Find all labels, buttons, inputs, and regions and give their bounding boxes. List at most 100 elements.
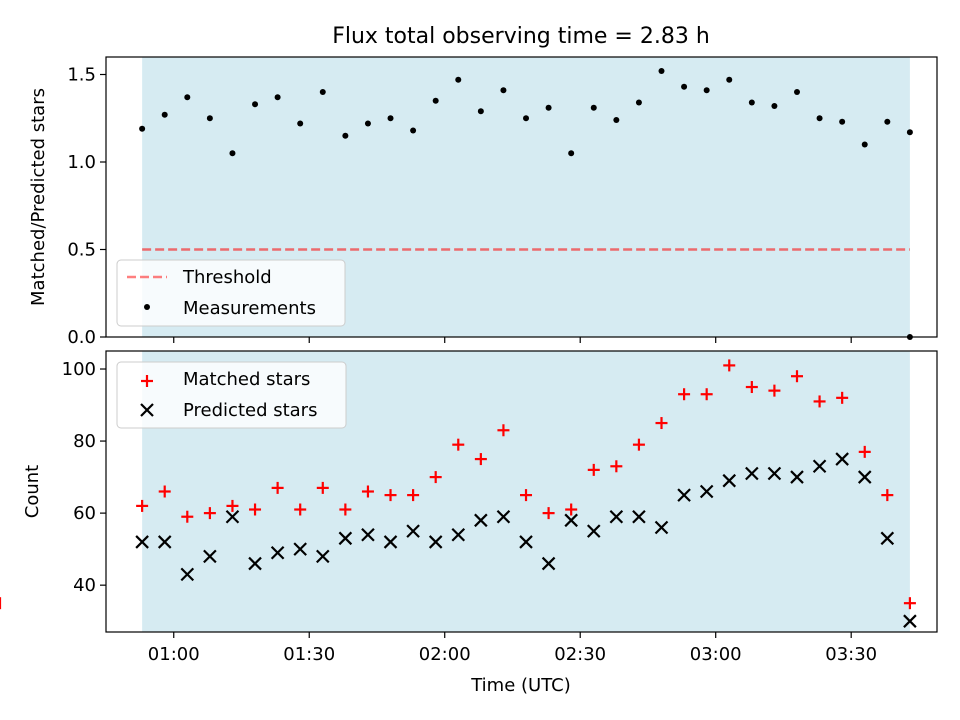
matched-point bbox=[542, 507, 555, 520]
measurement-point bbox=[839, 118, 846, 125]
x-tick-label: 02:30 bbox=[554, 644, 606, 665]
measurement-point bbox=[206, 115, 213, 122]
y-tick-label: 0.5 bbox=[67, 240, 96, 261]
top-panel: 0.0 0.5 1.0 1.5 Matched/Predicted stars Thr… bbox=[28, 56, 938, 348]
matched-point bbox=[497, 424, 510, 437]
x-tick-label: 01:00 bbox=[148, 644, 200, 665]
predicted-point bbox=[699, 484, 714, 499]
matched-stars-points bbox=[0, 359, 916, 610]
matched-point bbox=[316, 481, 329, 494]
matched-point bbox=[203, 507, 216, 520]
predicted-point bbox=[541, 556, 556, 571]
bottom-x-ticks: 01:00 01:30 02:00 02:30 03:00 03:30 bbox=[148, 632, 877, 665]
top-legend-box bbox=[116, 259, 346, 327]
measurement-point bbox=[861, 141, 868, 148]
matched-point bbox=[903, 597, 916, 610]
legend-predicted-label: Predicted stars bbox=[183, 400, 317, 421]
measurement-point bbox=[319, 89, 326, 95]
matched-point bbox=[474, 453, 487, 466]
matched-point bbox=[723, 359, 736, 372]
measurement-point bbox=[500, 87, 507, 94]
x-tick-label: 03:30 bbox=[825, 644, 877, 665]
measurement-point bbox=[568, 150, 575, 157]
measurement-point bbox=[342, 132, 349, 139]
predicted-point bbox=[564, 513, 578, 528]
matched-point bbox=[452, 438, 465, 451]
matched-point bbox=[813, 395, 826, 408]
top-y-axis-label: Matched/Predicted stars bbox=[28, 88, 49, 306]
matched-point bbox=[158, 485, 171, 498]
predicted-point bbox=[677, 488, 691, 502]
predicted-point bbox=[135, 535, 149, 549]
legend-matched-swatch bbox=[141, 375, 153, 387]
predicted-point bbox=[248, 556, 262, 571]
predicted-point bbox=[857, 470, 872, 484]
bottom-y-axis-label: Count bbox=[22, 465, 43, 518]
predicted-point bbox=[519, 535, 533, 549]
predicted-stars-points bbox=[135, 452, 917, 628]
chart-title: Flux total observing time = 2.83 h bbox=[332, 24, 710, 49]
measurement-points bbox=[139, 68, 913, 340]
predicted-point bbox=[722, 473, 737, 488]
predicted-point bbox=[203, 549, 217, 564]
x-tick-label: 01:30 bbox=[283, 644, 335, 665]
measurement-point bbox=[681, 83, 688, 90]
measurement-point bbox=[884, 118, 891, 125]
predicted-point bbox=[496, 509, 511, 524]
measurement-point bbox=[161, 111, 168, 118]
legend-measurements-swatch bbox=[144, 304, 150, 310]
matched-point bbox=[249, 503, 262, 516]
top-plot-frame bbox=[105, 56, 938, 338]
predicted-point bbox=[157, 535, 172, 549]
matched-point bbox=[632, 438, 645, 451]
predicted-point bbox=[654, 520, 669, 535]
predicted-point bbox=[835, 452, 849, 466]
legend-measurements-label: Measurements bbox=[183, 298, 316, 319]
predicted-point bbox=[361, 527, 375, 542]
measurement-point bbox=[590, 104, 597, 111]
matched-point bbox=[655, 417, 668, 430]
matched-point bbox=[700, 388, 713, 401]
predicted-point bbox=[383, 535, 398, 549]
matched-point bbox=[745, 381, 758, 394]
bottom-y-ticks: 40 60 80 100 bbox=[62, 359, 106, 596]
matched-point bbox=[790, 370, 803, 383]
predicted-point bbox=[767, 466, 782, 481]
matched-point bbox=[881, 489, 894, 502]
bottom-panel: 40 60 80 100 01:00 01:30 02:00 02:30 03:00 03:30… bbox=[0, 350, 938, 696]
predicted-point bbox=[474, 513, 488, 528]
measurement-point bbox=[748, 99, 755, 106]
measurement-point bbox=[274, 94, 281, 101]
measurement-point bbox=[906, 129, 913, 136]
predicted-point bbox=[745, 466, 759, 481]
predicted-point bbox=[812, 459, 827, 474]
measurement-point bbox=[658, 68, 665, 74]
top-legend: Threshold Measurements bbox=[116, 259, 346, 327]
y-tick-label: 1.0 bbox=[67, 152, 96, 173]
predicted-point bbox=[270, 545, 285, 560]
matched-point bbox=[520, 489, 533, 502]
legend-matched-label: Matched stars bbox=[183, 369, 310, 390]
x-tick-label: 02:00 bbox=[419, 644, 471, 665]
matched-point bbox=[768, 384, 781, 397]
matched-point bbox=[384, 489, 397, 502]
matched-point bbox=[294, 503, 307, 516]
measurement-point bbox=[771, 103, 778, 109]
matched-point bbox=[181, 510, 194, 523]
measurement-point bbox=[139, 125, 146, 132]
measurement-point bbox=[635, 99, 642, 106]
predicted-point bbox=[428, 535, 443, 549]
measurement-point bbox=[229, 150, 236, 157]
top-x-ticks bbox=[173, 337, 852, 343]
bottom-plot-frame bbox=[105, 350, 938, 633]
measurement-point bbox=[387, 115, 394, 122]
predicted-point bbox=[180, 567, 195, 582]
measurement-point bbox=[297, 120, 304, 127]
measurement-point bbox=[410, 127, 417, 134]
y-tick-label: 60 bbox=[73, 503, 96, 524]
predicted-point bbox=[316, 549, 330, 564]
measurement-point bbox=[793, 89, 800, 95]
predicted-point bbox=[609, 509, 624, 524]
predicted-point bbox=[880, 531, 895, 546]
